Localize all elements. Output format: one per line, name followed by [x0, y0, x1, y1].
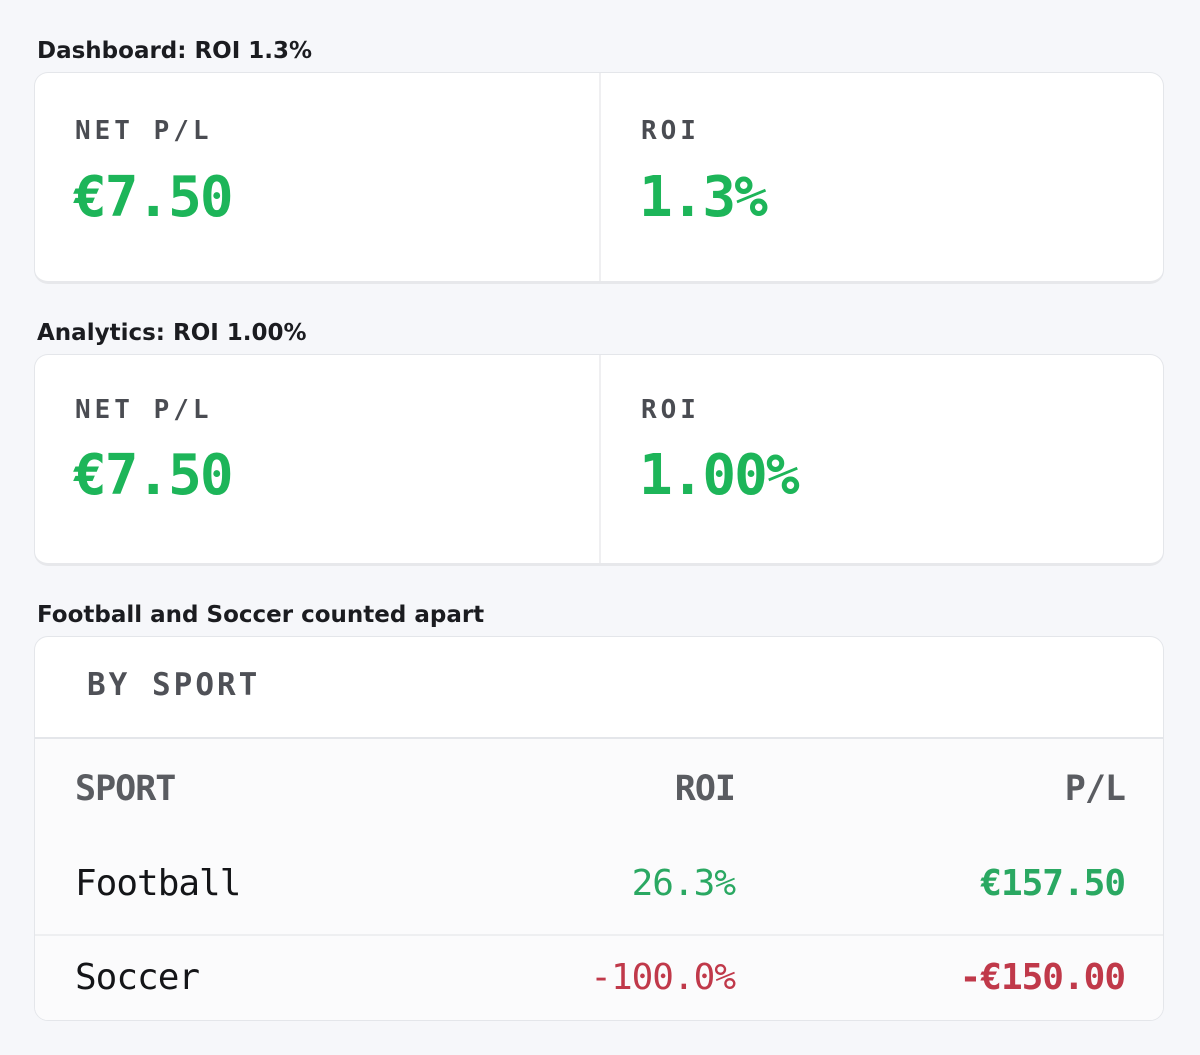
net-pl-value: €7.50	[73, 443, 234, 508]
sport-roi: -100.0%	[590, 957, 736, 998]
roi-value: 1.00%	[639, 443, 800, 508]
analytics-card: NET P/L €7.50 ROI 1.00%	[34, 354, 1164, 566]
column-header-sport: SPORT	[75, 769, 176, 809]
column-header-pl: P/L	[1064, 769, 1126, 809]
by-sport-card: BY SPORT SPORT ROI P/L Football 26.3% €1…	[34, 636, 1164, 1021]
dashboard-card: NET P/L €7.50 ROI 1.3%	[34, 72, 1164, 284]
column-header-roi: ROI	[674, 769, 736, 809]
net-pl-metric: NET P/L €7.50	[35, 355, 599, 563]
sport-pl: €157.50	[980, 863, 1126, 904]
roi-label: ROI	[641, 395, 700, 425]
by-sport-title: Football and Soccer counted apart	[37, 602, 485, 628]
net-pl-label: NET P/L	[75, 116, 213, 146]
sport-name: Football	[75, 863, 241, 904]
sport-name: Soccer	[75, 957, 200, 998]
net-pl-label: NET P/L	[75, 395, 213, 425]
row-divider	[35, 934, 1163, 936]
by-sport-table: SPORT ROI P/L Football 26.3% €157.50 Soc…	[35, 739, 1163, 1020]
roi-metric: ROI 1.3%	[599, 73, 1163, 281]
by-sport-header-label: BY SPORT	[87, 667, 261, 703]
roi-label: ROI	[641, 116, 700, 146]
sport-pl: -€150.00	[959, 957, 1126, 998]
roi-value: 1.3%	[639, 165, 768, 230]
by-sport-header: BY SPORT	[35, 637, 1163, 739]
net-pl-value: €7.50	[73, 165, 234, 230]
sport-roi: 26.3%	[631, 863, 736, 904]
dashboard-title: Dashboard: ROI 1.3%	[37, 38, 313, 64]
roi-metric: ROI 1.00%	[599, 355, 1163, 563]
analytics-title: Analytics: ROI 1.00%	[37, 320, 307, 346]
net-pl-metric: NET P/L €7.50	[35, 73, 599, 281]
